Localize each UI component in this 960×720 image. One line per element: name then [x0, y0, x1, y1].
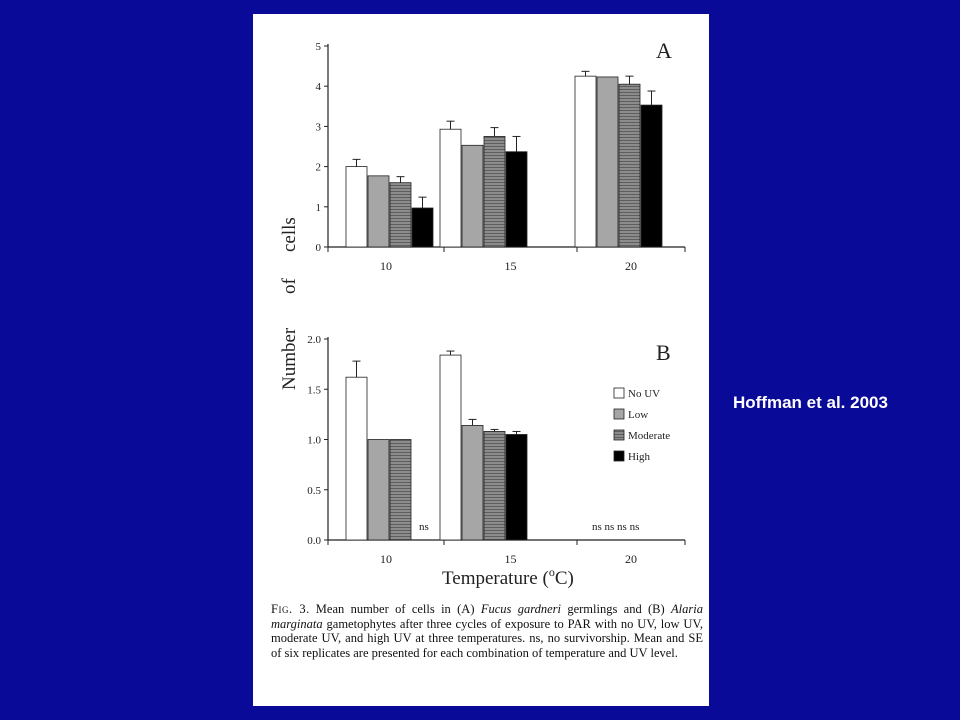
y-axis-label: of cells Number: [279, 217, 300, 390]
chart-b-xtick-label: 10: [380, 552, 392, 566]
chart-b-panel-label: B: [656, 340, 671, 365]
citation-text: Hoffman et al. 2003: [733, 393, 888, 412]
chart-a-bar: [640, 104, 663, 248]
legend-label: Moderate: [628, 430, 670, 442]
chart-a-ytick-label: 1: [316, 202, 322, 214]
y-axis-label-word-number: Number: [279, 327, 300, 390]
chart-b-bar: [483, 431, 506, 541]
figure-caption: Fig. 3. Mean number of cells in (A) Fucus…: [271, 602, 703, 660]
chart-a-xtick-label: 15: [505, 259, 517, 273]
chart-a-bar: [367, 175, 390, 248]
x-axis-label-end: C): [555, 568, 574, 589]
legend-label: Low: [628, 409, 648, 421]
chart-b-ns-annotation: ns ns ns ns: [592, 521, 639, 533]
chart-a-xtick-label: 20: [625, 259, 637, 273]
x-axis-label-sup: o: [549, 565, 555, 579]
chart-a-bar: [574, 75, 597, 248]
chart-b-xtick-label: 15: [505, 552, 517, 566]
caption-text-pre: Mean number of cells in (A): [315, 602, 481, 616]
legend-label: High: [628, 451, 651, 463]
chart-b-bar: [505, 434, 528, 541]
y-axis-label-word-of: of: [279, 278, 300, 295]
chart-a-ytick-label: 0: [316, 242, 322, 254]
chart-a-bar: [439, 128, 462, 248]
caption-text-mid: germlings and (B): [560, 602, 672, 616]
chart-a-bar: [596, 76, 619, 248]
chart-b-bar: [461, 425, 484, 541]
chart-a-ytick-label: 3: [316, 121, 322, 133]
caption-species-b: Alaria marginata: [271, 602, 703, 631]
legend-label: No UV: [628, 388, 660, 400]
legend-swatch: [613, 408, 625, 420]
chart-b-ytick-label: 0.5: [307, 485, 321, 497]
chart-b-ytick-label: 2.0: [307, 334, 321, 346]
y-axis-label-word-cells: cells: [279, 217, 300, 252]
chart-b-bar: [439, 354, 462, 541]
legend-swatch: [613, 387, 625, 399]
legend-swatch: [613, 429, 625, 441]
chart-b-bar: [345, 376, 368, 541]
chart-a-panel-label: A: [656, 38, 672, 63]
figure-chart: of cells Number Temperature (oC) 0 1 2 3 4 5 1…: [279, 38, 686, 589]
chart-b-xtick-label: 20: [625, 552, 637, 566]
chart-b-bar: [389, 439, 412, 541]
chart-a-ytick-label: 5: [316, 41, 322, 53]
chart-a-xtick-label: 10: [380, 259, 392, 273]
x-axis-label: Temperature (oC): [442, 565, 574, 589]
chart-b-ytick-label: 1.0: [307, 435, 321, 447]
chart-a-bar: [483, 136, 506, 248]
caption-text-post: gametophytes after three cycles of expos…: [271, 616, 703, 660]
chart-a-bar: [505, 151, 528, 248]
chart-a-bar: [618, 83, 641, 248]
legend-swatch: [613, 450, 625, 462]
chart-a-bar: [411, 207, 434, 248]
chart-a-bar: [389, 182, 412, 248]
chart-a: 0 1 2 3 4 5 10 15 20 A: [316, 38, 686, 273]
figure-panel: of cells Number Temperature (oC) 0 1 2 3 4 5 1…: [253, 14, 709, 706]
chart-a-ytick-label: 4: [316, 81, 322, 93]
caption-figure-label: Fig. 3.: [271, 602, 310, 616]
chart-a-bar: [345, 166, 368, 248]
caption-species-a: Fucus gardneri: [480, 602, 561, 616]
x-axis-label-main: Temperature (: [442, 568, 549, 589]
chart-b-ytick-label: 1.5: [307, 384, 321, 396]
chart-b-ytick-label: 0.0: [307, 535, 321, 547]
chart-b-bar: [367, 439, 390, 541]
chart-a-bar: [461, 144, 484, 248]
chart-a-ytick-label: 2: [316, 162, 322, 174]
chart-b: 0.0 0.5 1.0 1.5 2.0 10 15 20 Bns ns ns ns ns No UV…: [307, 334, 686, 566]
chart-b-ns-annotation: ns: [419, 521, 429, 533]
